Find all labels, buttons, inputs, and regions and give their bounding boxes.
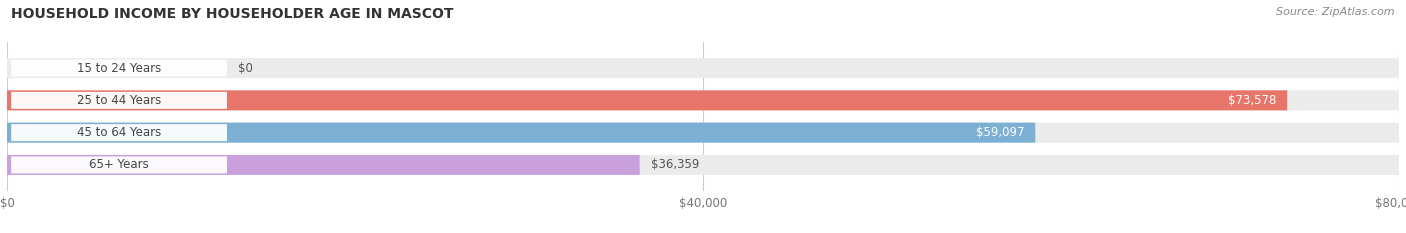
Text: $59,097: $59,097 — [976, 126, 1024, 139]
Text: $36,359: $36,359 — [651, 158, 699, 171]
FancyBboxPatch shape — [11, 92, 226, 109]
FancyBboxPatch shape — [7, 90, 1288, 110]
Text: Source: ZipAtlas.com: Source: ZipAtlas.com — [1277, 7, 1395, 17]
FancyBboxPatch shape — [7, 58, 1399, 78]
Text: 25 to 44 Years: 25 to 44 Years — [77, 94, 162, 107]
FancyBboxPatch shape — [11, 156, 226, 173]
Text: 45 to 64 Years: 45 to 64 Years — [77, 126, 162, 139]
FancyBboxPatch shape — [11, 124, 226, 141]
Text: $73,578: $73,578 — [1227, 94, 1277, 107]
FancyBboxPatch shape — [11, 60, 226, 77]
FancyBboxPatch shape — [7, 123, 1399, 143]
Text: 15 to 24 Years: 15 to 24 Years — [77, 62, 162, 75]
Text: $0: $0 — [238, 62, 253, 75]
FancyBboxPatch shape — [7, 155, 1399, 175]
Text: 65+ Years: 65+ Years — [89, 158, 149, 171]
FancyBboxPatch shape — [7, 90, 1399, 110]
Text: HOUSEHOLD INCOME BY HOUSEHOLDER AGE IN MASCOT: HOUSEHOLD INCOME BY HOUSEHOLDER AGE IN M… — [11, 7, 454, 21]
FancyBboxPatch shape — [7, 155, 640, 175]
FancyBboxPatch shape — [7, 123, 1035, 143]
